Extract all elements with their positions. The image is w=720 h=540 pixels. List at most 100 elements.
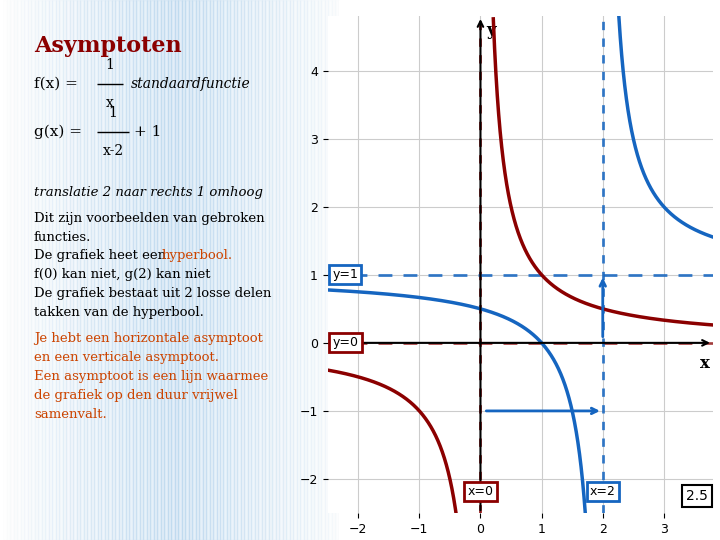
Bar	[328, 0, 332, 540]
Bar	[314, 0, 318, 540]
Text: x=2: x=2	[590, 485, 616, 498]
Bar	[91, 0, 94, 540]
Bar	[84, 0, 87, 540]
Bar	[87, 0, 91, 540]
Bar	[115, 0, 119, 540]
Bar	[108, 0, 112, 540]
Bar	[325, 0, 328, 540]
Bar	[338, 0, 349, 540]
Bar	[112, 0, 115, 540]
Bar	[45, 0, 49, 540]
Bar	[248, 0, 251, 540]
Bar	[206, 0, 210, 540]
Bar	[238, 0, 241, 540]
Bar	[283, 0, 287, 540]
Text: 1: 1	[109, 106, 117, 120]
Bar	[42, 0, 45, 540]
Bar	[119, 0, 122, 540]
Text: translatie 2 naar rechts 1 omhoog: translatie 2 naar rechts 1 omhoog	[34, 186, 263, 199]
Bar	[262, 0, 266, 540]
Bar	[35, 0, 38, 540]
Bar	[7, 0, 11, 540]
Bar	[196, 0, 199, 540]
Bar	[297, 0, 300, 540]
Text: x=0: x=0	[467, 485, 493, 498]
Bar	[241, 0, 244, 540]
Text: x: x	[106, 96, 114, 110]
Bar	[53, 0, 56, 540]
Bar	[234, 0, 238, 540]
Text: De grafiek bestaat uit 2 losse delen: De grafiek bestaat uit 2 losse delen	[34, 287, 271, 300]
Bar	[342, 0, 346, 540]
Bar	[59, 0, 63, 540]
Bar	[287, 0, 290, 540]
Bar	[258, 0, 262, 540]
Bar	[202, 0, 206, 540]
Bar	[279, 0, 283, 540]
Bar	[290, 0, 293, 540]
Bar	[189, 0, 192, 540]
Bar	[217, 0, 220, 540]
Bar	[266, 0, 269, 540]
Bar	[70, 0, 73, 540]
Bar	[122, 0, 126, 540]
Bar	[98, 0, 102, 540]
Bar	[311, 0, 315, 540]
Bar	[174, 0, 178, 540]
Text: De grafiek heet een: De grafiek heet een	[34, 249, 166, 262]
Bar	[213, 0, 217, 540]
Bar	[227, 0, 230, 540]
Bar	[56, 0, 59, 540]
Text: y: y	[487, 22, 496, 39]
Text: standaardfunctie: standaardfunctie	[131, 77, 251, 91]
Bar	[0, 0, 4, 540]
Bar	[17, 0, 21, 540]
Text: y=0: y=0	[333, 336, 359, 349]
Bar	[28, 0, 32, 540]
Bar	[199, 0, 202, 540]
Text: y=1: y=1	[333, 268, 359, 281]
Bar	[192, 0, 196, 540]
Bar	[150, 0, 153, 540]
Bar	[336, 0, 338, 540]
Text: hyperbool.: hyperbool.	[162, 249, 233, 262]
Bar	[244, 0, 248, 540]
Text: takken van de hyperbool.: takken van de hyperbool.	[34, 306, 204, 319]
Bar	[269, 0, 272, 540]
Bar	[181, 0, 185, 540]
Text: 1: 1	[106, 58, 114, 72]
Text: + 1: + 1	[135, 125, 162, 139]
Bar	[251, 0, 255, 540]
Bar	[346, 0, 349, 540]
Bar	[210, 0, 213, 540]
Bar	[4, 0, 7, 540]
Bar	[140, 0, 143, 540]
Text: Je hebt een horizontale asymptoot: Je hebt een horizontale asymptoot	[34, 332, 263, 345]
Bar	[293, 0, 297, 540]
Bar	[11, 0, 14, 540]
Bar	[14, 0, 17, 540]
Bar	[21, 0, 24, 540]
Bar	[143, 0, 147, 540]
Bar	[338, 0, 342, 540]
Text: 2.5: 2.5	[686, 489, 708, 503]
Text: x: x	[700, 355, 710, 372]
Bar	[300, 0, 304, 540]
Bar	[63, 0, 66, 540]
Bar	[94, 0, 98, 540]
Bar	[157, 0, 161, 540]
Bar	[276, 0, 279, 540]
Bar	[171, 0, 174, 540]
Text: g(x) =: g(x) =	[34, 125, 82, 139]
Text: f(x) =: f(x) =	[34, 77, 78, 91]
Bar	[38, 0, 42, 540]
Text: f(0) kan niet, g(2) kan niet: f(0) kan niet, g(2) kan niet	[34, 268, 210, 281]
Bar	[223, 0, 227, 540]
Text: functies.: functies.	[34, 231, 91, 244]
Bar	[81, 0, 84, 540]
Bar	[126, 0, 129, 540]
Text: en een verticale asymptoot.: en een verticale asymptoot.	[34, 351, 219, 364]
Text: de grafiek op den duur vrijwel: de grafiek op den duur vrijwel	[34, 389, 238, 402]
Bar	[132, 0, 136, 540]
Bar	[185, 0, 189, 540]
